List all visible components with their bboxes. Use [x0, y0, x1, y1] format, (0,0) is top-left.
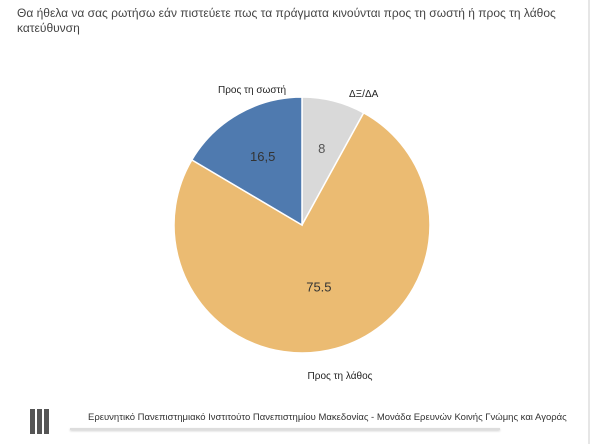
footer-divider: [70, 428, 500, 430]
logo-bar: [37, 409, 42, 434]
category-label: ΔΞ/ΔΑ: [349, 89, 379, 100]
category-label: Προς τη σωστή: [218, 84, 286, 96]
pie-slice: [190, 96, 303, 227]
logo-bar: [44, 409, 49, 434]
pie-slice: [173, 111, 431, 354]
logo-bar: [30, 409, 35, 434]
page-border: [588, 0, 590, 444]
footer-text: Ερευνητικό Πανεπιστημιακό Ινστιτούτο Παν…: [88, 412, 567, 423]
data-label: 75.5: [306, 280, 331, 295]
data-label: 16,5: [250, 149, 275, 164]
chart-title: Θα ήθελα να σας ρωτήσω εάν πιστεύετε πως…: [17, 6, 556, 35]
data-label: 8: [318, 141, 325, 156]
category-label: Προς τη λάθος: [308, 370, 373, 382]
